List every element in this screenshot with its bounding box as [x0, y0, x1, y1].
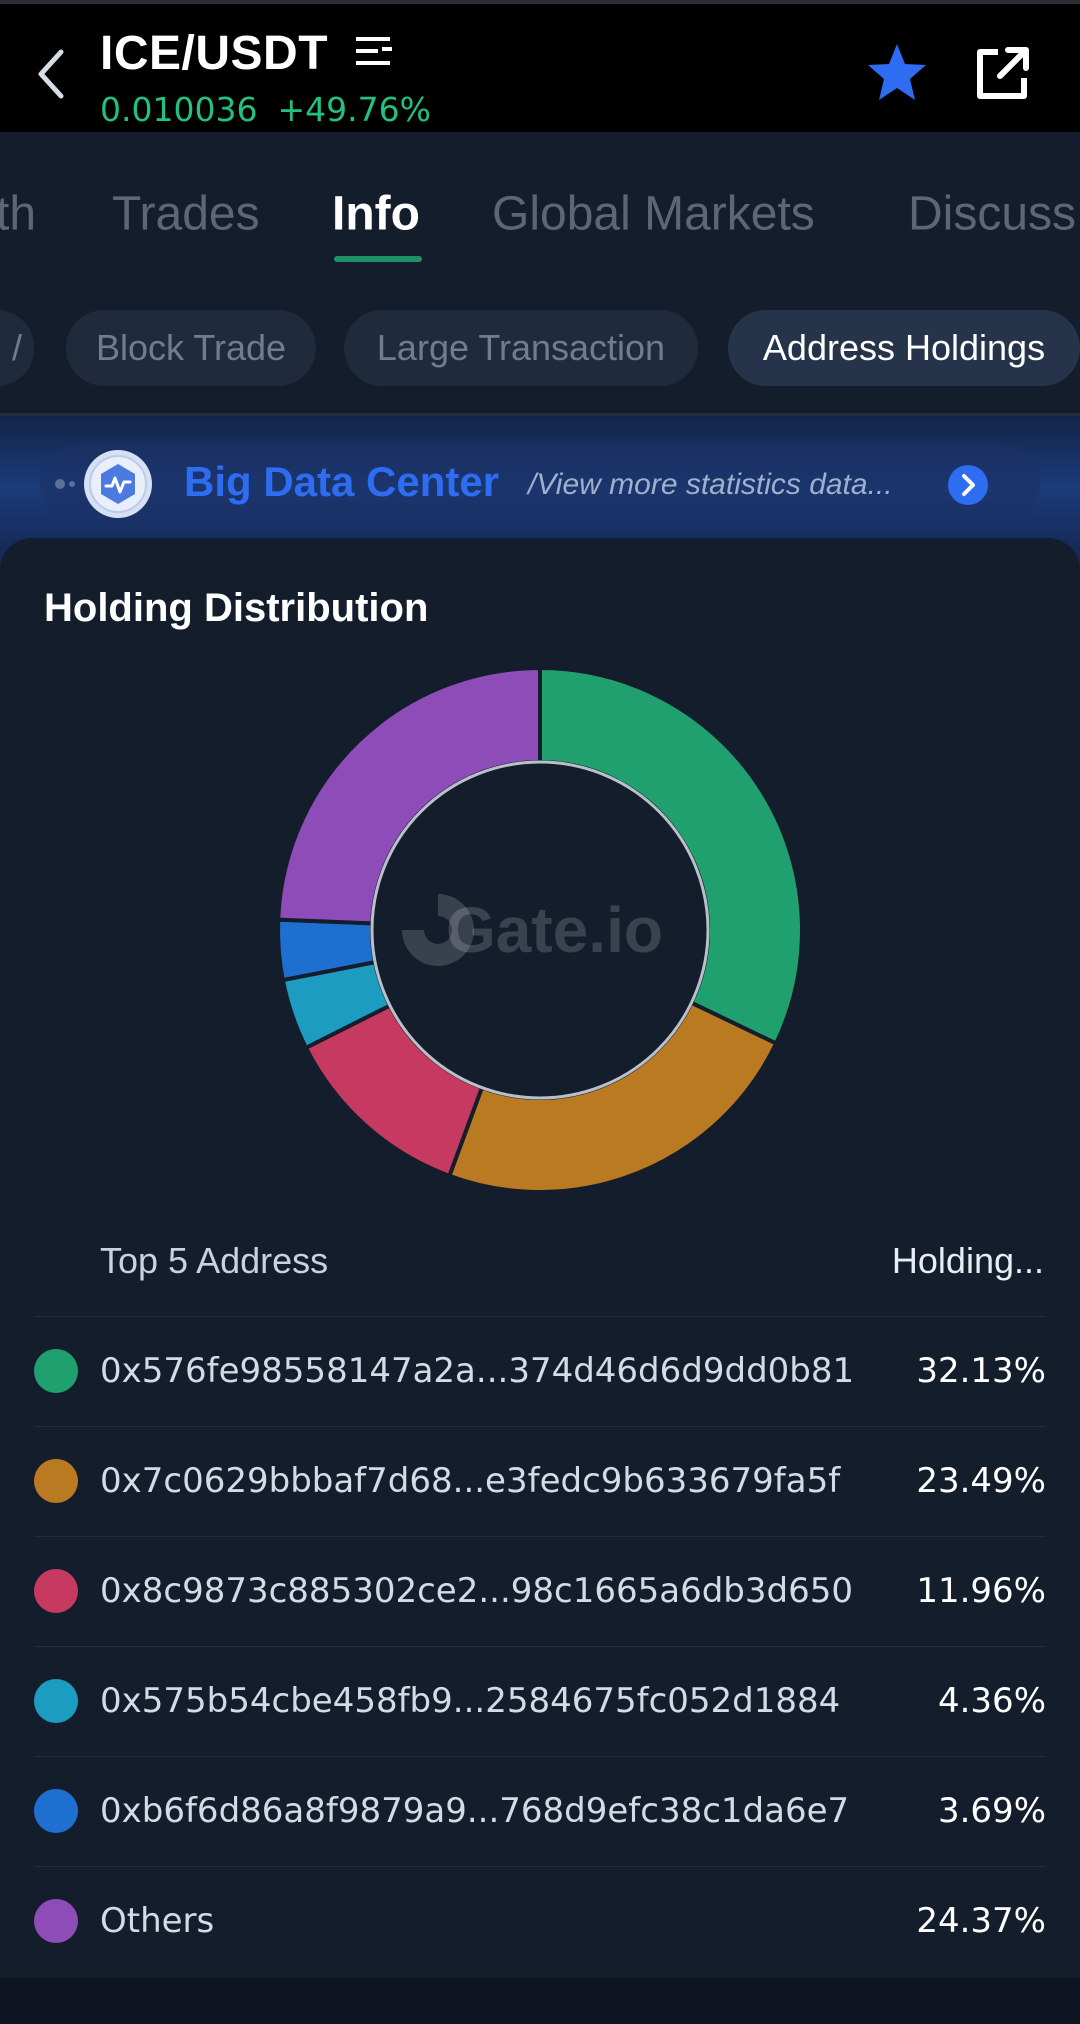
tab-discuss[interactable]: Discuss [908, 187, 1077, 241]
back-icon[interactable] [30, 46, 72, 102]
chevron-right-icon[interactable] [948, 465, 988, 505]
holder-address: 0xb6f6d86a8f9879a9...768d9efc38c1da6e7 [100, 1791, 850, 1831]
gate-watermark: Gate.io [446, 894, 663, 966]
tab-info[interactable]: Info [332, 187, 420, 241]
holder-row[interactable]: Others 24.37% [34, 1866, 1046, 1976]
holder-percent: 3.69% [937, 1791, 1046, 1831]
big-data-center-banner[interactable] [40, 444, 1040, 524]
legend-dot [34, 1459, 78, 1503]
column-header-holding: Holding... [891, 1240, 1044, 1281]
holder-row[interactable]: 0x8c9873c885302ce2...98c1665a6db3d650 11… [34, 1536, 1046, 1646]
holder-percent: 23.49% [916, 1461, 1046, 1501]
donut-slice [276, 665, 542, 926]
holder-row[interactable]: 0x575b54cbe458fb9...2584675fc052d1884 4.… [34, 1646, 1046, 1756]
holder-row[interactable]: 0xb6f6d86a8f9879a9...768d9efc38c1da6e7 3… [34, 1756, 1046, 1866]
holder-address: 0x8c9873c885302ce2...98c1665a6db3d650 [100, 1571, 853, 1611]
tab-depth[interactable]: th [0, 187, 37, 241]
holder-address: 0x7c0629bbbaf7d68...e3fedc9b633679fa5f [100, 1461, 841, 1501]
chip-address-holdings[interactable]: Address Holdings [728, 310, 1080, 386]
holding-distribution-title: Holding Distribution [44, 586, 429, 630]
holding-donut-chart: Gate.io [276, 665, 804, 1194]
donut-inner-ring [370, 760, 710, 1100]
info-subtabs: / Block Trade Large Transaction Address … [0, 300, 1080, 390]
holder-percent: 24.37% [916, 1901, 1046, 1941]
bottom-strip [0, 1978, 1080, 2024]
last-price: 0.010036 [100, 90, 258, 129]
holder-percent: 32.13% [916, 1351, 1046, 1391]
holder-address: 0x575b54cbe458fb9...2584675fc052d1884 [100, 1681, 841, 1721]
donut-slice [538, 665, 804, 1047]
price-change: +49.76% [277, 90, 431, 129]
pair-title[interactable]: ICE/USDT [100, 27, 329, 80]
gate-logo-icon [402, 894, 474, 966]
legend-dot [34, 1789, 78, 1833]
chip-large-transaction[interactable]: Large Transaction [344, 310, 698, 386]
big-data-center-title[interactable]: Big Data Center [184, 458, 500, 505]
holder-percent: 4.36% [937, 1681, 1046, 1721]
tab-global-markets[interactable]: Global Markets [492, 187, 815, 241]
holder-row[interactable]: 0x7c0629bbbaf7d68...e3fedc9b633679fa5f 2… [34, 1426, 1046, 1536]
section-tabs: th Trades Info Global Markets Discuss [0, 132, 1080, 280]
favorite-star-icon[interactable] [864, 40, 930, 106]
donut-slice [446, 1000, 779, 1194]
holder-percent: 11.96% [916, 1571, 1046, 1611]
holder-row[interactable]: 0x576fe98558147a2a...374d46d6d9dd0b81 32… [34, 1316, 1046, 1426]
legend-dot [34, 1349, 78, 1393]
active-tab-indicator [334, 256, 422, 262]
pair-menu-icon[interactable] [354, 34, 394, 70]
price-row: 0.010036 +49.76% [100, 90, 431, 129]
holding-card [0, 538, 1080, 1978]
divider [0, 413, 1080, 416]
big-data-center-subtitle[interactable]: /View more statistics data... [528, 468, 893, 501]
big-data-center-icon [42, 448, 162, 520]
share-icon[interactable] [970, 42, 1034, 106]
chip-block-trade[interactable]: Block Trade [66, 310, 316, 386]
holder-address: Others [100, 1901, 215, 1941]
column-header-address: Top 5 Address [100, 1240, 329, 1281]
holder-address: 0x576fe98558147a2a...374d46d6d9dd0b81 [100, 1351, 855, 1391]
legend-dot [34, 1569, 78, 1613]
tab-trades[interactable]: Trades [112, 187, 260, 241]
legend-dot [34, 1679, 78, 1723]
top-bar: ICE/USDT 0.010036 +49.76% [0, 0, 1080, 132]
legend-dot [34, 1899, 78, 1943]
chip-partial[interactable]: / [0, 310, 34, 386]
